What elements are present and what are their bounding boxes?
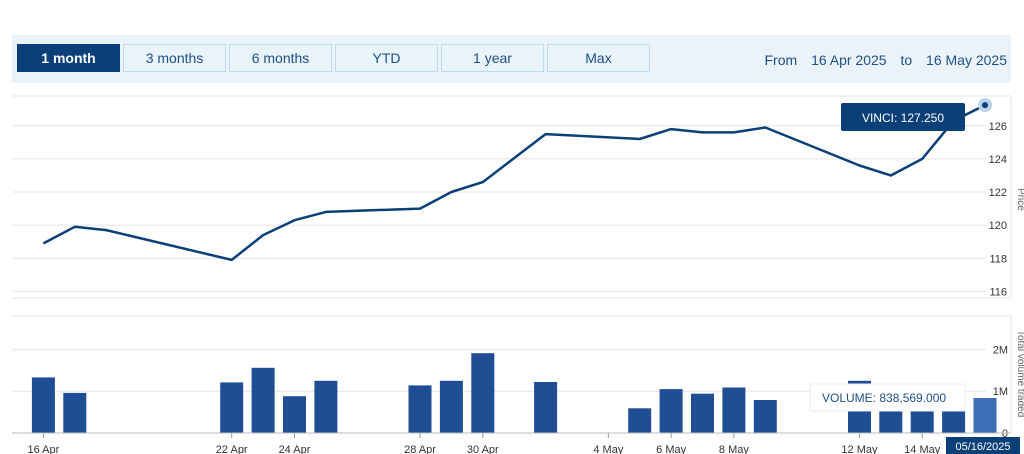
price-tooltip-text: VINCI: 127.250 (862, 111, 944, 125)
price-axis-title: Price (1015, 188, 1024, 211)
range-button-ytd[interactable]: YTD (335, 44, 438, 72)
price-tick-label: 124 (989, 154, 1007, 166)
price-tick-label: 126 (989, 121, 1007, 133)
x-tick-label: 14 May (904, 444, 941, 454)
price-line (42, 103, 986, 262)
volume-tick-label: 2M (993, 344, 1008, 356)
volume-bar (659, 389, 683, 433)
volume-bar (691, 393, 714, 433)
x-tick-label: 4 May (593, 444, 623, 454)
volume-bar (283, 396, 306, 433)
date-range: From 16 Apr 2025 to 16 May 2025 (765, 52, 1008, 68)
volume-tick-label: 1M (993, 386, 1008, 398)
range-button-6-months[interactable]: 6 months (229, 44, 332, 72)
from-label: From (764, 52, 798, 68)
volume-bar (31, 377, 55, 433)
x-tick-label: 30 Apr (467, 444, 499, 454)
range-button-1-year[interactable]: 1 year (441, 44, 544, 72)
crosshair-date-label: 05/16/2025 (955, 441, 1010, 453)
x-tick-label: 16 Apr (27, 444, 59, 454)
x-tick-label: 24 Apr (279, 444, 311, 454)
x-tick-label: 8 May (719, 444, 749, 454)
volume-bar (220, 382, 244, 433)
price-marker (982, 102, 988, 109)
volume-tick-label: 0 (1002, 428, 1008, 440)
volume-bar (314, 380, 338, 433)
range-button-max[interactable]: Max (547, 44, 650, 72)
to-label: to (900, 52, 913, 68)
volume-bar (408, 385, 432, 433)
to-date[interactable]: 16 May 2025 (926, 52, 1007, 68)
volume-bar (534, 382, 558, 433)
range-button-1-month[interactable]: 1 month (17, 44, 120, 72)
from-date[interactable]: 16 Apr 2025 (811, 52, 887, 68)
x-tick-label: 6 May (656, 444, 686, 454)
volume-bar (471, 353, 495, 433)
volume-axis-title: Total volume traded (1015, 330, 1024, 417)
volume-tooltip-text: VOLUME: 838,569.000 (822, 391, 946, 405)
x-tick-label: 12 May (841, 444, 878, 454)
x-tick-label: 22 Apr (216, 444, 248, 454)
volume-bar (753, 400, 777, 433)
volume-bar (722, 387, 746, 433)
price-tick-label: 116 (989, 286, 1007, 298)
price-tooltip-box (841, 103, 965, 131)
range-toolbar: 1 month 3 months 6 months YTD 1 year Max From… (12, 35, 1011, 83)
volume-bar (63, 392, 87, 433)
volume-bar (439, 380, 463, 433)
volume-bar (251, 367, 275, 433)
price-tick-label: 122 (989, 187, 1007, 199)
price-tick-label: 118 (989, 253, 1007, 265)
price-tick-label: 120 (989, 220, 1007, 232)
range-button-3-months[interactable]: 3 months (123, 44, 226, 72)
volume-bar (628, 408, 652, 433)
x-tick-label: 28 Apr (404, 444, 436, 454)
volume-tooltip-box (809, 383, 966, 412)
crosshair-date-box (946, 437, 1020, 454)
volume-bar (973, 398, 997, 433)
